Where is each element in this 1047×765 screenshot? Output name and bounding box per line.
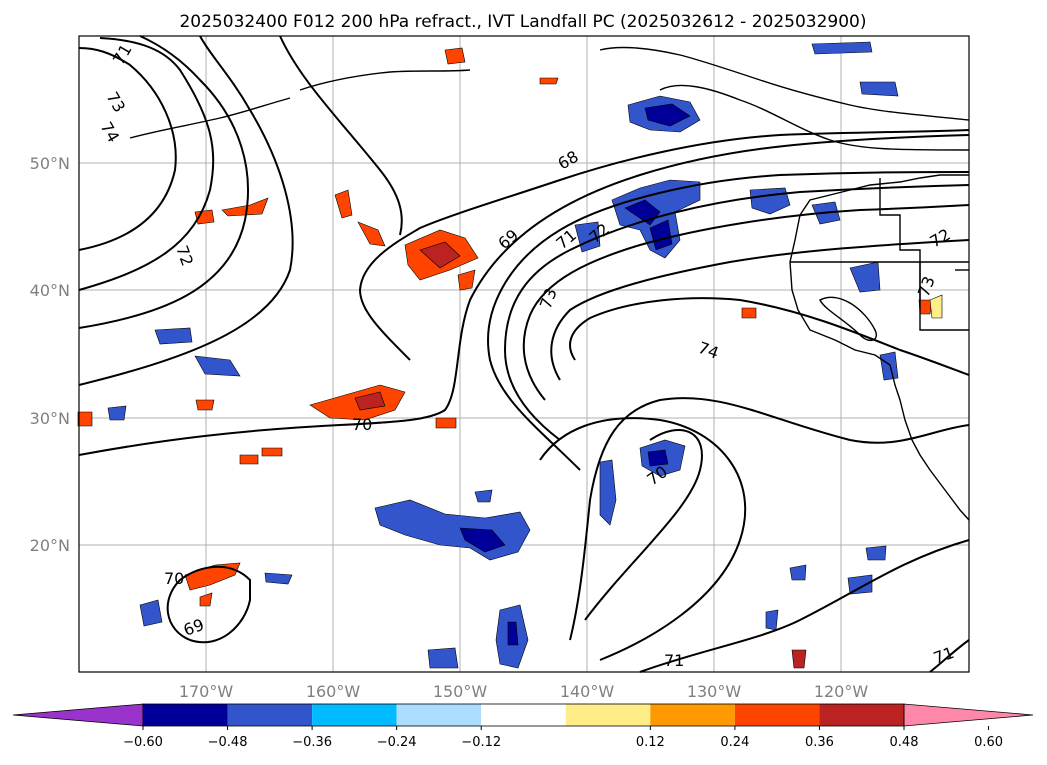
- lon-tick-label: 130°W: [687, 682, 742, 701]
- lon-tick-label: 170°W: [179, 682, 234, 701]
- colorbar-segment: [819, 704, 904, 726]
- colorbar-extend-high: [903, 703, 1034, 727]
- colorbar-tick-label: −0.12: [461, 735, 501, 750]
- colorbar: −0.60 −0.48 −0.36 −0.24 −0.12 0.12 0.24 0.36 0.4…: [12, 703, 1034, 750]
- contour-label: 71: [664, 651, 684, 670]
- map-title: 2025032400 F012 200 hPa refract., IVT La…: [179, 12, 866, 32]
- colorbar-segment: [227, 704, 313, 726]
- colorbar-tick-label: 0.12: [636, 735, 665, 750]
- contour-label: 70: [352, 415, 372, 434]
- colorbar-segment: [650, 704, 735, 726]
- colorbar-tick-label: −0.60: [123, 735, 163, 750]
- lat-tick-label: 50°N: [30, 154, 70, 173]
- colorbar-tick-label: −0.48: [208, 735, 248, 750]
- colorbar-frame: [142, 703, 905, 727]
- colorbar-tick-label: −0.24: [377, 735, 417, 750]
- colorbar-segment: [143, 704, 228, 726]
- colorbar-tick-label: 0.48: [890, 735, 919, 750]
- colorbar-tick-label: 0.60: [974, 735, 1003, 750]
- colorbar-tick-label: 0.36: [805, 735, 834, 750]
- coastlines: [129, 46, 970, 521]
- lon-tick-label: 120°W: [814, 682, 869, 701]
- contour-label: 70: [164, 569, 184, 588]
- lat-tick-label: 40°N: [30, 281, 70, 300]
- lon-tick-label: 150°W: [433, 682, 488, 701]
- lat-tick-label: 20°N: [30, 536, 70, 555]
- lon-tick-labels: 170°W 160°W 150°W 140°W 130°W 120°W: [179, 682, 869, 701]
- colorbar-tick-label: −0.36: [292, 735, 332, 750]
- colorbar-segment: [396, 704, 482, 726]
- colorbar-extend-low: [12, 703, 144, 727]
- map-frame: [78, 35, 970, 673]
- colorbar-segment: [481, 704, 566, 726]
- lon-tick-label: 160°W: [306, 682, 361, 701]
- colorbar-segment: [312, 704, 397, 726]
- map-panel: 71 73 74 72 68 69 71 72 73 74 70 70 70 6…: [77, 35, 970, 673]
- lon-tick-label: 140°W: [560, 682, 615, 701]
- colorbar-tick-label: 0.24: [720, 735, 749, 750]
- colorbar-segment: [734, 704, 820, 726]
- contour-lines: [78, 35, 970, 673]
- lat-tick-labels: 50°N 40°N 30°N 20°N: [30, 154, 70, 555]
- lat-tick-label: 30°N: [30, 409, 70, 428]
- positive-anomaly-patches: [77, 47, 943, 669]
- colorbar-segment: [565, 704, 651, 726]
